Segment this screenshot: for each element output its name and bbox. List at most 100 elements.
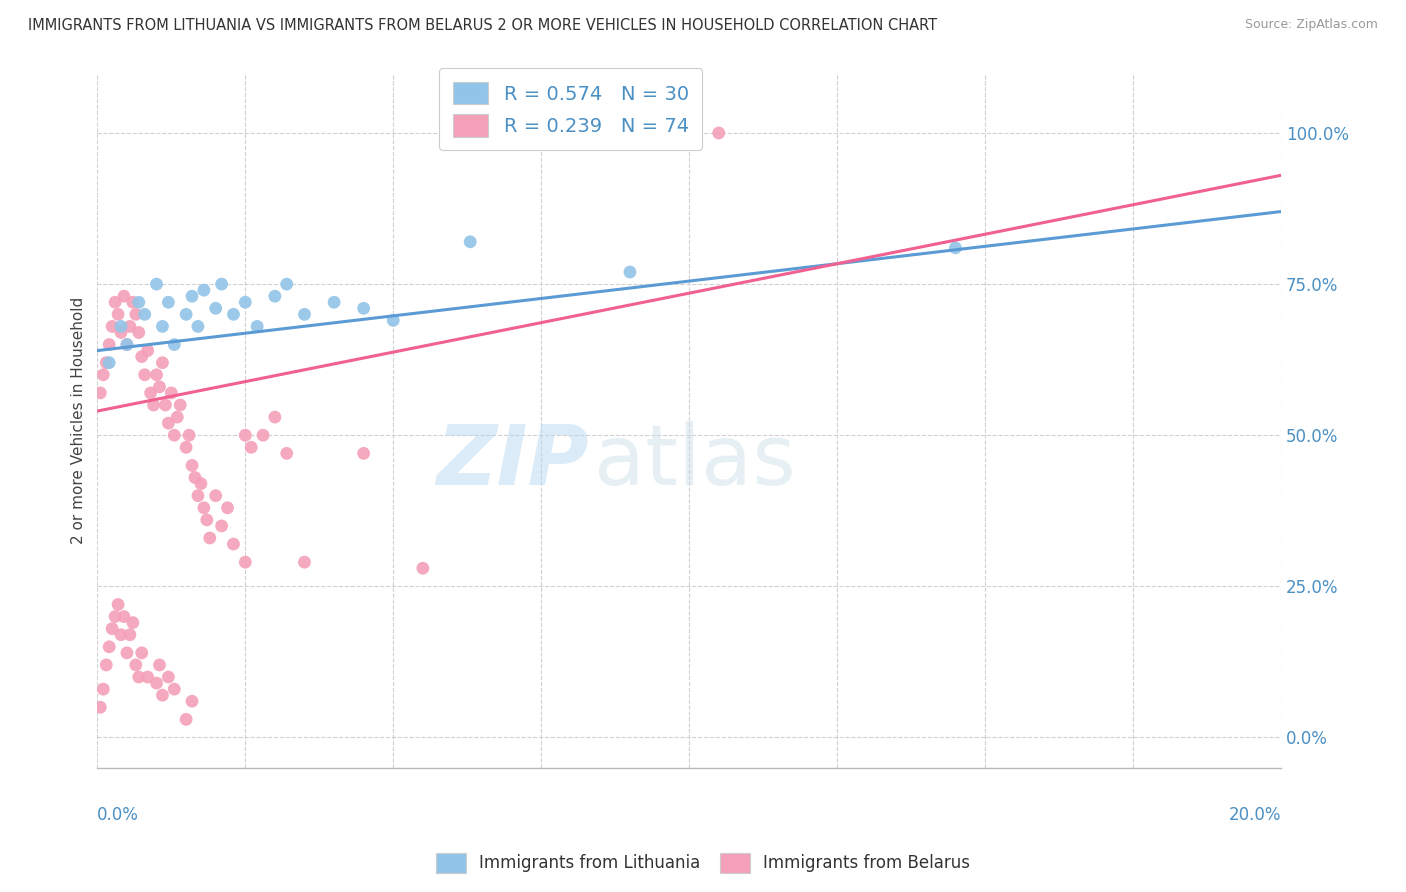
Point [204,301,226,316]
Point [233,295,256,310]
Point [294,555,316,569]
Point [222,537,245,551]
Point [104,295,127,310]
Point [619,265,641,279]
Point [145,277,167,292]
Text: 20.0%: 20.0% [1229,806,1281,824]
Point [233,555,256,569]
Point [101,622,124,636]
Point [294,307,316,321]
Point [118,628,141,642]
Point [264,410,287,425]
Point [136,670,159,684]
Point [96,356,118,370]
Point [136,343,159,358]
Point [152,356,174,370]
Point [139,385,162,400]
Point [190,476,212,491]
Point [157,416,180,430]
Point [107,307,129,321]
Point [101,319,124,334]
Point [945,241,967,255]
Point [160,385,183,400]
Point [166,410,188,425]
Point [89,385,111,400]
Point [89,700,111,714]
Point [145,368,167,382]
Point [110,326,132,340]
Point [128,326,150,340]
Point [233,428,256,442]
Point [353,446,375,460]
Point [115,337,138,351]
Point [98,356,121,370]
Point [157,295,180,310]
Text: ZIP: ZIP [436,421,589,502]
Point [181,694,204,708]
Legend: Immigrants from Lithuania, Immigrants from Belarus: Immigrants from Lithuania, Immigrants fr… [429,847,977,880]
Point [152,319,174,334]
Point [110,628,132,642]
Text: Source: ZipAtlas.com: Source: ZipAtlas.com [1244,18,1378,31]
Point [412,561,434,575]
Point [128,295,150,310]
Text: IMMIGRANTS FROM LITHUANIA VS IMMIGRANTS FROM BELARUS 2 OR MORE VEHICLES IN HOUSE: IMMIGRANTS FROM LITHUANIA VS IMMIGRANTS … [28,18,938,33]
Legend: R = 0.574   N = 30, R = 0.239   N = 74: R = 0.574 N = 30, R = 0.239 N = 74 [439,69,702,150]
Point [98,337,121,351]
Point [91,682,114,697]
Point [134,307,156,321]
Point [181,458,204,473]
Point [276,277,298,292]
Point [187,489,209,503]
Point [163,337,186,351]
Point [115,337,138,351]
Point [240,440,263,454]
Point [125,307,148,321]
Point [148,657,170,672]
Point [276,446,298,460]
Point [211,277,233,292]
Point [163,682,186,697]
Point [184,470,207,484]
Point [118,319,141,334]
Point [177,428,200,442]
Point [204,489,226,503]
Point [246,319,269,334]
Point [157,670,180,684]
Point [174,712,197,726]
Text: atlas: atlas [595,421,796,502]
Point [142,398,165,412]
Text: 0.0%: 0.0% [97,806,139,824]
Point [131,350,153,364]
Point [222,307,245,321]
Point [155,398,177,412]
Point [707,126,730,140]
Point [193,500,215,515]
Point [121,295,143,310]
Point [169,398,191,412]
Point [353,301,375,316]
Point [323,295,346,310]
Point [198,531,221,545]
Point [110,319,132,334]
Point [112,609,135,624]
Point [125,657,148,672]
Point [112,289,135,303]
Point [98,640,121,654]
Point [264,289,287,303]
Point [174,307,197,321]
Point [187,319,209,334]
Point [96,657,118,672]
Point [195,513,218,527]
Point [382,313,405,327]
Point [163,428,186,442]
Point [148,380,170,394]
Point [145,676,167,690]
Point [104,609,127,624]
Point [458,235,481,249]
Point [181,289,204,303]
Point [121,615,143,630]
Point [152,688,174,702]
Y-axis label: 2 or more Vehicles in Household: 2 or more Vehicles in Household [72,296,86,544]
Point [107,598,129,612]
